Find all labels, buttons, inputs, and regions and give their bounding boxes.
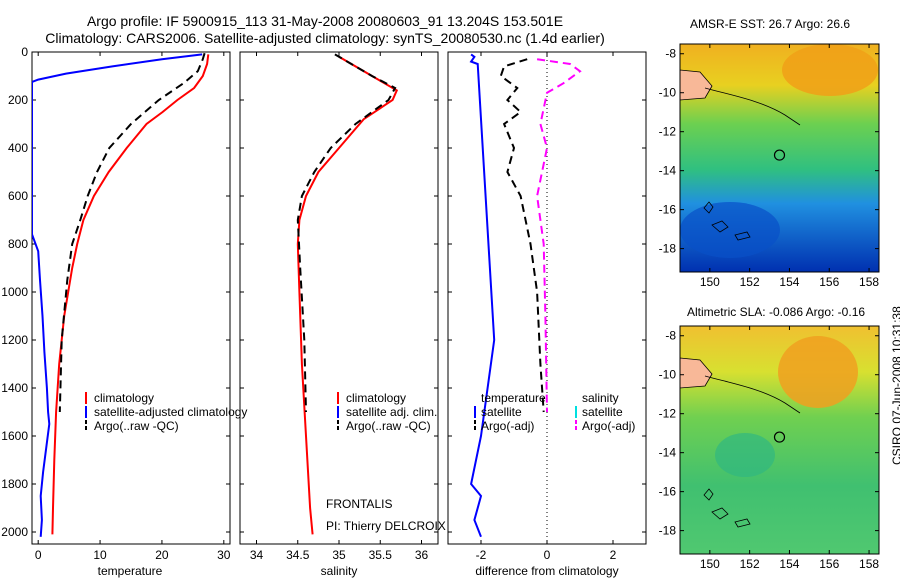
chart-title-line1: Argo profile: IF 5900915_113 31-May-2008… (86, 13, 564, 29)
sla-map-panel: Altimetric SLA: -0.086 Argo: -0.16 150 15… (659, 305, 880, 571)
salinity-xlabel: salinity (321, 564, 358, 578)
temperature-panel: 0 10 20 30 0 200 400 600 800 1000 1200 1400 1600 1800… (1, 45, 247, 578)
temperature-axes-frame (31, 51, 231, 545)
legend-label-argo: Argo(..raw -QC) (346, 419, 431, 433)
float-name-annotation: FRONTALIS (326, 497, 392, 511)
map-y-tick-label: -12 (659, 407, 677, 421)
legend-label-sal-argo: Argo(-adj) (582, 419, 635, 433)
credit-timestamp: CSIRO 07-Jun-2008 10:31:38 (890, 306, 900, 465)
map-y-tick-label: -8 (665, 47, 676, 61)
pi-annotation: PI: Thierry DELCROIX (326, 519, 446, 533)
difference-axes-frame (447, 51, 647, 545)
x-tick-label: 30 (217, 548, 231, 562)
series-line-argo-raw-qc (58, 52, 206, 413)
map-x-tick-label: 150 (700, 275, 720, 289)
map-x-tick-label: 154 (779, 557, 799, 571)
y-tick-label: 1800 (1, 477, 28, 491)
map-y-tick-label: -10 (659, 86, 677, 100)
x-tick-label: 34.5 (286, 548, 310, 562)
legend-label-climatology: climatology (346, 391, 406, 405)
y-tick-label: 0 (21, 45, 28, 59)
map-x-tick-label: 150 (700, 557, 720, 571)
map-y-tick-label: -18 (659, 524, 677, 538)
x-tick-label: 34 (250, 548, 264, 562)
legend-label-sal-satellite: satellite (582, 405, 623, 419)
legend-label-argo: Argo(..raw -QC) (94, 419, 179, 433)
x-tick-label: 0 (544, 548, 551, 562)
salinity-axes-frame (239, 51, 439, 545)
sla-islands (703, 488, 751, 528)
series-line-climatology (296, 55, 399, 535)
map-y-tick-label: -14 (659, 164, 677, 178)
legend-label-temp-satellite: satellite (481, 405, 522, 419)
map-y-tick-label: -10 (659, 368, 677, 382)
y-tick-label: 1400 (1, 381, 28, 395)
y-tick-label: 1000 (1, 285, 28, 299)
chart-title-line2: Climatology: CARS2006. Satellite-adjuste… (45, 30, 605, 46)
y-tick-label: 1200 (1, 333, 28, 347)
map-x-tick-label: 154 (779, 275, 799, 289)
sla-high-patch (778, 336, 858, 408)
salinity-panel: 34 34.5 35 35.5 36 salinity climatology sate… (239, 51, 446, 578)
sst-cold-patch (680, 202, 780, 258)
argo-position-marker (773, 149, 786, 161)
map-y-tick-label: -14 (659, 446, 677, 460)
sst-islands (703, 201, 751, 241)
temperature-xlabel: temperature (98, 564, 163, 578)
x-tick-label: 10 (93, 548, 107, 562)
map-x-tick-label: 158 (859, 557, 879, 571)
legend-label-temperature: temperature (481, 391, 546, 405)
x-tick-label: 35.5 (369, 548, 393, 562)
legend-label-climatology: climatology (94, 391, 154, 405)
map-x-tick-label: 152 (740, 557, 760, 571)
series-line-argo-raw-qc (296, 53, 397, 413)
sst-warm-patch (782, 44, 878, 96)
sst-coastline (704, 87, 801, 126)
legend-label-salinity: salinity (582, 391, 619, 405)
legend-label-satellite: satellite adj. clim. (346, 405, 437, 419)
difference-panel: -2 0 2 difference from climatology tempera… (447, 51, 647, 578)
temperature-legend: climatology satellite-adjusted climatolo… (85, 391, 247, 433)
x-tick-label: 20 (155, 548, 169, 562)
map-x-tick-label: 156 (819, 557, 839, 571)
sst-map-frame (679, 43, 880, 273)
series-line-temperature-satellite (469, 53, 496, 538)
legend-label-satellite: satellite-adjusted climatology (94, 405, 247, 419)
map-y-tick-label: -16 (659, 485, 677, 499)
x-tick-label: 2 (610, 548, 617, 562)
difference-xlabel: difference from climatology (475, 564, 618, 578)
series-line-temperature-argo-adj (499, 58, 545, 413)
sla-map-frame (679, 325, 880, 555)
x-tick-label: -2 (476, 548, 487, 562)
y-tick-label: 600 (8, 189, 28, 203)
map-y-tick-label: -12 (659, 125, 677, 139)
sla-map-title: Altimetric SLA: -0.086 Argo: -0.16 (687, 305, 865, 319)
y-tick-label: 2000 (1, 525, 28, 539)
map-x-tick-label: 152 (740, 275, 760, 289)
argo-position-marker (773, 431, 786, 443)
series-line-climatology (51, 54, 210, 535)
series-line-salinity-argo-adj (536, 58, 582, 413)
y-tick-label: 1600 (1, 429, 28, 443)
x-tick-label: 36 (415, 548, 429, 562)
y-tick-label: 200 (8, 93, 28, 107)
sst-map-panel: AMSR-E SST: 26.7 Argo: 26.6 150 152 154 156… (659, 17, 880, 289)
map-x-tick-label: 156 (819, 275, 839, 289)
series-line-satellite-adjusted-climatology (32, 53, 203, 537)
sst-map-title: AMSR-E SST: 26.7 Argo: 26.6 (690, 17, 850, 31)
sla-coastline (704, 375, 801, 414)
difference-legend: temperature satellite Argo(-adj) salinit… (474, 391, 635, 433)
map-x-tick-label: 158 (859, 275, 879, 289)
legend-label-temp-argo: Argo(-adj) (481, 419, 534, 433)
map-y-tick-label: -8 (665, 329, 676, 343)
sla-low-patch (715, 433, 775, 477)
y-tick-label: 400 (8, 141, 28, 155)
x-tick-label: 35 (332, 548, 346, 562)
map-y-tick-label: -18 (659, 242, 677, 256)
x-tick-label: 0 (35, 548, 42, 562)
map-y-tick-label: -16 (659, 203, 677, 217)
y-tick-label: 800 (8, 237, 28, 251)
salinity-legend: climatology satellite adj. clim. Argo(..… (337, 391, 437, 433)
